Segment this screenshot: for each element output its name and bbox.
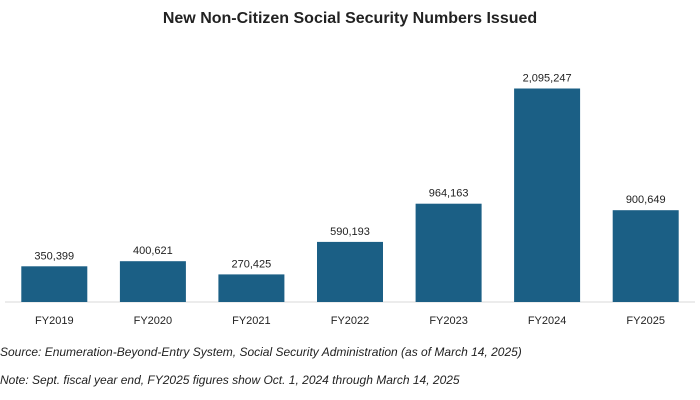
bar-fy2024 (514, 88, 581, 302)
category-label-fy2023: FY2023 (429, 315, 468, 327)
category-label-fy2019: FY2019 (35, 315, 74, 327)
bar-fy2025 (612, 210, 679, 302)
data-label-fy2019: 350,399 (34, 250, 74, 262)
data-label-fy2020: 400,621 (133, 245, 173, 257)
category-label-fy2021: FY2021 (232, 315, 271, 327)
chart-title: New Non-Citizen Social Security Numbers … (162, 10, 538, 27)
source-note: Source: Enumeration-Beyond-Entry System,… (0, 345, 522, 359)
category-label-fy2022: FY2022 (331, 315, 370, 327)
bar-fy2022 (317, 241, 383, 302)
data-label-fy2023: 964,163 (429, 188, 469, 200)
bar-fy2019 (21, 266, 88, 302)
category-label-fy2020: FY2020 (134, 315, 173, 327)
bar-fy2021 (218, 274, 285, 302)
data-label-fy2025: 900,649 (626, 194, 666, 206)
category-label-fy2024: FY2024 (528, 315, 567, 327)
category-label-fy2025: FY2025 (626, 315, 665, 327)
bar-fy2023 (415, 203, 482, 302)
fiscal-year-note: Note: Sept. fiscal year end, FY2025 figu… (0, 373, 460, 387)
data-label-fy2021: 270,425 (232, 258, 272, 270)
bar-chart: 350,399 400,621 270,425 590,193 964,163 2,095… (5, 73, 695, 327)
bar-fy2020 (119, 261, 186, 302)
data-label-fy2022: 590,193 (330, 226, 370, 238)
data-label-fy2024: 2,095,247 (523, 73, 572, 85)
